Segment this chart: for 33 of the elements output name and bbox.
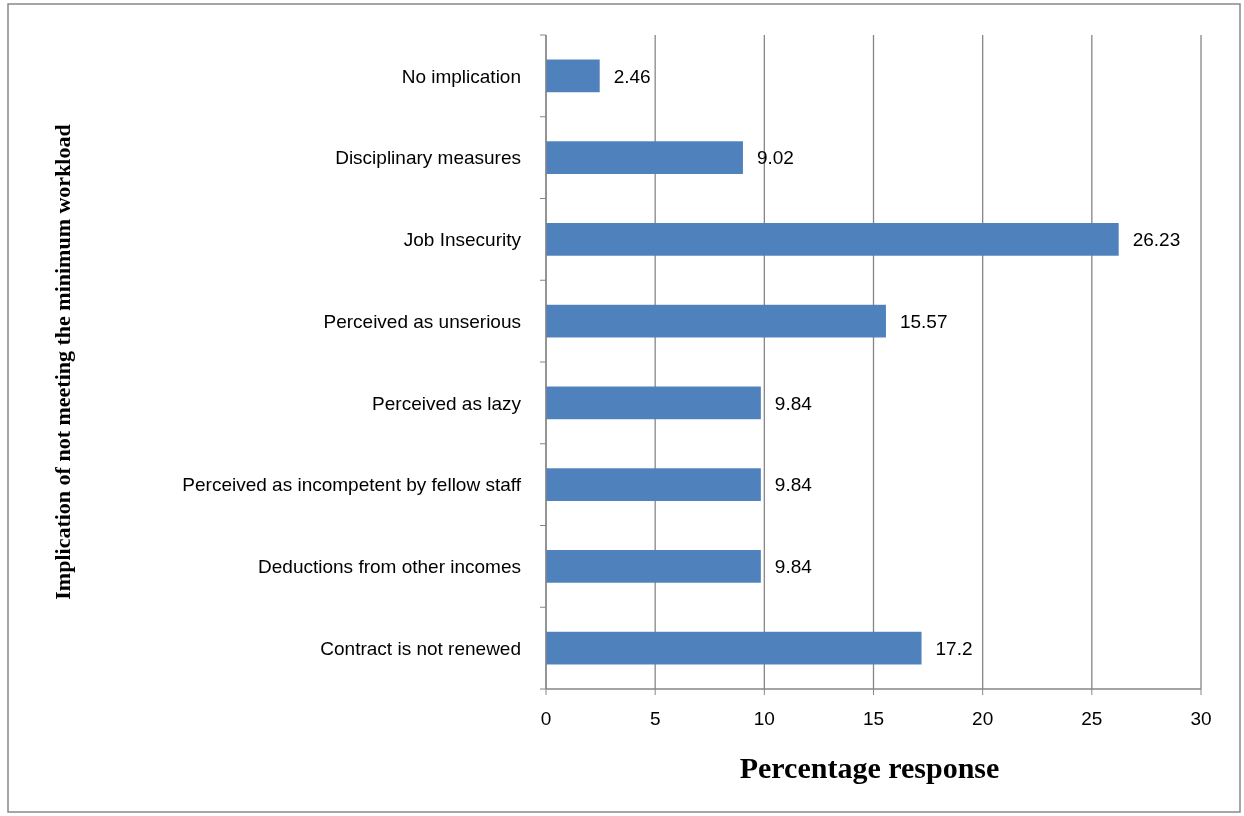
data-label: 26.23 (1132, 229, 1181, 251)
x-axis-title: Percentage response (739, 751, 1000, 784)
bar (546, 304, 886, 338)
bar (546, 468, 761, 501)
y-axis-title: Implication of not meeting the minimum workload (50, 124, 75, 600)
data-label: 15.57 (899, 310, 948, 332)
x-tick-label: 5 (649, 708, 661, 729)
x-tick-label: 20 (972, 708, 994, 729)
x-tick-label: 10 (753, 708, 775, 729)
x-tick-label: 25 (1081, 708, 1103, 729)
y-tick-label: No implication (401, 65, 521, 87)
data-label: 9.02 (756, 147, 794, 169)
y-tick-label: Perceived as unserious (323, 310, 521, 332)
y-tick-label: Perceived as incompetent by fellow staff (182, 474, 522, 496)
data-label: 2.46 (613, 65, 651, 87)
x-tick-label: 15 (862, 708, 885, 729)
y-tick-label: Job Insecurity (403, 229, 522, 251)
x-tick-label: 30 (1190, 708, 1212, 729)
y-tick-label: Deductions from other incomes (258, 556, 521, 578)
bar (546, 631, 922, 665)
bar (546, 141, 743, 174)
bar (546, 223, 1119, 256)
data-label: 17.2 (935, 637, 973, 659)
y-tick-label: Perceived as lazy (372, 392, 522, 414)
data-label: 9.84 (774, 392, 813, 414)
bar (546, 550, 761, 583)
y-tick-label: Disciplinary measures (335, 147, 521, 169)
bar (546, 59, 600, 93)
x-tick-label: 0 (540, 708, 552, 729)
y-tick-label: Contract is not renewed (320, 637, 521, 659)
data-label: 9.84 (774, 556, 813, 578)
data-label: 9.84 (774, 474, 813, 496)
bar (546, 386, 761, 420)
